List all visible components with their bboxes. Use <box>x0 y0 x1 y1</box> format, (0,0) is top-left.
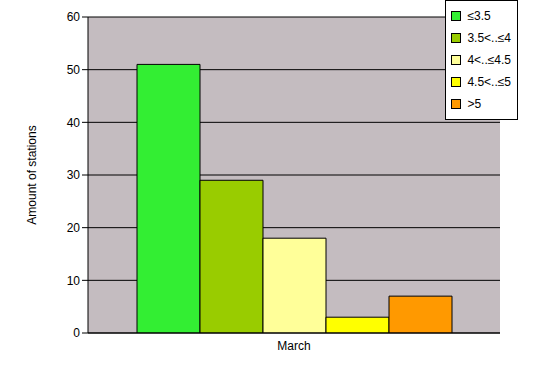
svg-text:March: March <box>277 339 310 353</box>
svg-text:20: 20 <box>67 221 81 235</box>
svg-text:40: 40 <box>67 116 81 130</box>
html-text:≤3.5: ≤3.5 <box>467 9 491 23</box>
html-text:4<..≤4.5: 4<..≤4.5 <box>467 53 511 67</box>
html-text:3.5<..≤4: 3.5<..≤4 <box>467 31 511 45</box>
svg-text:60: 60 <box>67 10 81 24</box>
svg-text:50: 50 <box>67 63 81 77</box>
svg-text:30: 30 <box>67 168 81 182</box>
html-text:>5: >5 <box>467 97 482 111</box>
html-text:4.5<..≤5: 4.5<..≤5 <box>467 75 511 89</box>
svg-text:Amount of stations: Amount of stations <box>25 125 39 224</box>
svg-text:0: 0 <box>73 326 80 340</box>
svg-text:10: 10 <box>67 274 81 288</box>
